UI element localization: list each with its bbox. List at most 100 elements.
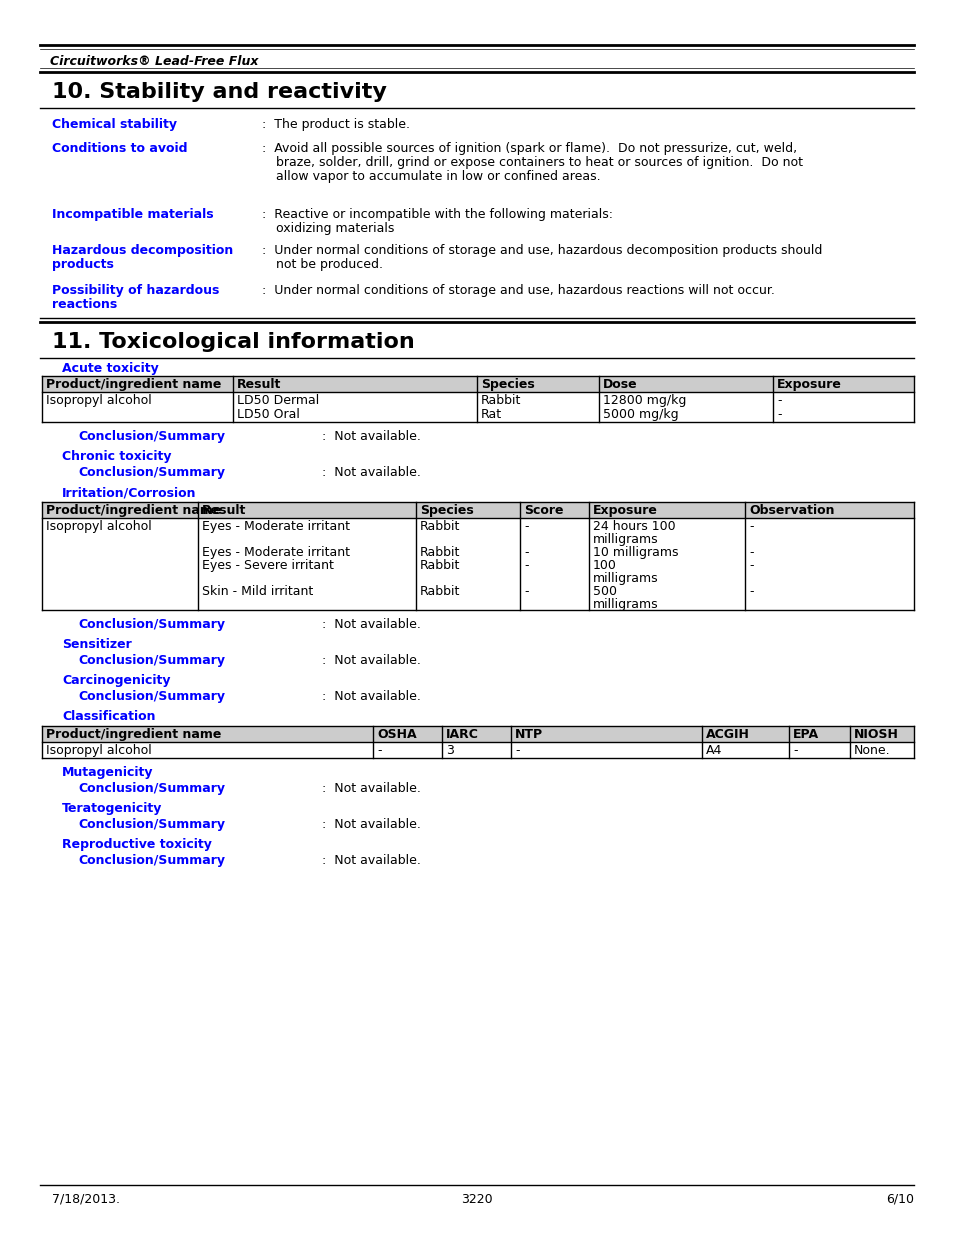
- Text: -: -: [776, 394, 781, 408]
- Text: LD50 Dermal: LD50 Dermal: [236, 394, 319, 408]
- Text: Teratogenicity: Teratogenicity: [62, 802, 162, 815]
- Text: Product/ingredient name: Product/ingredient name: [46, 504, 221, 517]
- Text: Product/ingredient name: Product/ingredient name: [46, 378, 221, 391]
- Text: :  Not available.: : Not available.: [322, 655, 420, 667]
- Text: -: -: [748, 546, 753, 559]
- Text: Observation: Observation: [748, 504, 834, 517]
- Text: 11. Toxicological information: 11. Toxicological information: [52, 332, 415, 352]
- Text: OSHA: OSHA: [376, 727, 416, 741]
- Text: :  Not available.: : Not available.: [322, 782, 420, 795]
- Text: -: -: [376, 743, 381, 757]
- Text: :  The product is stable.: : The product is stable.: [262, 119, 410, 131]
- Text: NIOSH: NIOSH: [853, 727, 898, 741]
- Text: Circuitworks® Lead-Free Flux: Circuitworks® Lead-Free Flux: [50, 56, 258, 68]
- Text: Conclusion/Summary: Conclusion/Summary: [78, 853, 225, 867]
- Text: Classification: Classification: [62, 710, 155, 722]
- Text: milligrams: milligrams: [593, 534, 658, 546]
- Text: Skin - Mild irritant: Skin - Mild irritant: [202, 585, 313, 598]
- Text: Mutagenicity: Mutagenicity: [62, 766, 153, 779]
- Text: Eyes - Severe irritant: Eyes - Severe irritant: [202, 559, 334, 572]
- Text: :  Reactive or incompatible with the following materials:: : Reactive or incompatible with the foll…: [262, 207, 613, 221]
- Text: -: -: [515, 743, 519, 757]
- Text: Result: Result: [236, 378, 281, 391]
- Text: Chemical stability: Chemical stability: [52, 119, 177, 131]
- Text: Product/ingredient name: Product/ingredient name: [46, 727, 221, 741]
- Text: -: -: [748, 559, 753, 572]
- Text: Incompatible materials: Incompatible materials: [52, 207, 213, 221]
- Text: 7/18/2013.: 7/18/2013.: [52, 1193, 120, 1207]
- Text: products: products: [52, 258, 113, 270]
- Text: Score: Score: [523, 504, 563, 517]
- Text: A4: A4: [705, 743, 721, 757]
- Text: -: -: [748, 585, 753, 598]
- Text: Isopropyl alcohol: Isopropyl alcohol: [46, 520, 152, 534]
- Text: Hazardous decomposition: Hazardous decomposition: [52, 245, 233, 257]
- Text: :  Not available.: : Not available.: [322, 466, 420, 479]
- Text: :  Under normal conditions of storage and use, hazardous decomposition products : : Under normal conditions of storage and…: [262, 245, 821, 257]
- Text: EPA: EPA: [792, 727, 819, 741]
- Text: 12800 mg/kg: 12800 mg/kg: [602, 394, 685, 408]
- Text: Exposure: Exposure: [593, 504, 658, 517]
- Text: 24 hours 100: 24 hours 100: [593, 520, 675, 534]
- Text: ACGIH: ACGIH: [705, 727, 749, 741]
- Text: Conclusion/Summary: Conclusion/Summary: [78, 818, 225, 831]
- Text: Conclusion/Summary: Conclusion/Summary: [78, 618, 225, 631]
- Text: Exposure: Exposure: [776, 378, 841, 391]
- Text: :  Not available.: : Not available.: [322, 853, 420, 867]
- Text: Sensitizer: Sensitizer: [62, 638, 132, 651]
- Text: Rabbit: Rabbit: [480, 394, 521, 408]
- Text: -: -: [748, 520, 753, 534]
- Text: :  Not available.: : Not available.: [322, 430, 420, 443]
- Text: 500: 500: [593, 585, 617, 598]
- Text: -: -: [523, 546, 528, 559]
- Text: oxidizing materials: oxidizing materials: [275, 222, 394, 235]
- Bar: [42, 726, 913, 742]
- Text: Species: Species: [480, 378, 535, 391]
- Text: Rabbit: Rabbit: [419, 546, 460, 559]
- Text: Reproductive toxicity: Reproductive toxicity: [62, 839, 212, 851]
- Bar: [42, 375, 913, 391]
- Text: NTP: NTP: [515, 727, 542, 741]
- Text: Conclusion/Summary: Conclusion/Summary: [78, 690, 225, 703]
- Text: not be produced.: not be produced.: [275, 258, 382, 270]
- Text: allow vapor to accumulate in low or confined areas.: allow vapor to accumulate in low or conf…: [275, 170, 600, 183]
- Text: Chronic toxicity: Chronic toxicity: [62, 450, 172, 463]
- Text: -: -: [776, 408, 781, 421]
- Text: 10 milligrams: 10 milligrams: [593, 546, 678, 559]
- Text: braze, solder, drill, grind or expose containers to heat or sources of ignition.: braze, solder, drill, grind or expose co…: [275, 156, 802, 169]
- Text: 6/10: 6/10: [885, 1193, 913, 1207]
- Text: Conditions to avoid: Conditions to avoid: [52, 142, 188, 156]
- Text: Possibility of hazardous: Possibility of hazardous: [52, 284, 219, 296]
- Text: milligrams: milligrams: [593, 572, 658, 585]
- Text: Rabbit: Rabbit: [419, 520, 460, 534]
- Text: reactions: reactions: [52, 298, 117, 311]
- Text: :  Not available.: : Not available.: [322, 618, 420, 631]
- Text: milligrams: milligrams: [593, 598, 658, 611]
- Text: 100: 100: [593, 559, 617, 572]
- Text: -: -: [523, 585, 528, 598]
- Text: -: -: [523, 520, 528, 534]
- Text: Species: Species: [419, 504, 474, 517]
- Text: Dose: Dose: [602, 378, 637, 391]
- Text: Isopropyl alcohol: Isopropyl alcohol: [46, 743, 152, 757]
- Text: 3220: 3220: [460, 1193, 493, 1207]
- Text: 5000 mg/kg: 5000 mg/kg: [602, 408, 678, 421]
- Text: Eyes - Moderate irritant: Eyes - Moderate irritant: [202, 520, 350, 534]
- Text: Conclusion/Summary: Conclusion/Summary: [78, 466, 225, 479]
- Text: None.: None.: [853, 743, 890, 757]
- Text: Rabbit: Rabbit: [419, 559, 460, 572]
- Text: :  Avoid all possible sources of ignition (spark or flame).  Do not pressurize, : : Avoid all possible sources of ignition…: [262, 142, 797, 156]
- Text: LD50 Oral: LD50 Oral: [236, 408, 299, 421]
- Text: Result: Result: [202, 504, 246, 517]
- Text: Rat: Rat: [480, 408, 501, 421]
- Text: :  Not available.: : Not available.: [322, 690, 420, 703]
- Bar: [42, 501, 913, 517]
- Text: Eyes - Moderate irritant: Eyes - Moderate irritant: [202, 546, 350, 559]
- Text: Acute toxicity: Acute toxicity: [62, 362, 158, 375]
- Text: Irritation/Corrosion: Irritation/Corrosion: [62, 487, 196, 499]
- Text: Rabbit: Rabbit: [419, 585, 460, 598]
- Text: Carcinogenicity: Carcinogenicity: [62, 674, 171, 687]
- Text: -: -: [792, 743, 797, 757]
- Text: Conclusion/Summary: Conclusion/Summary: [78, 655, 225, 667]
- Text: IARC: IARC: [446, 727, 478, 741]
